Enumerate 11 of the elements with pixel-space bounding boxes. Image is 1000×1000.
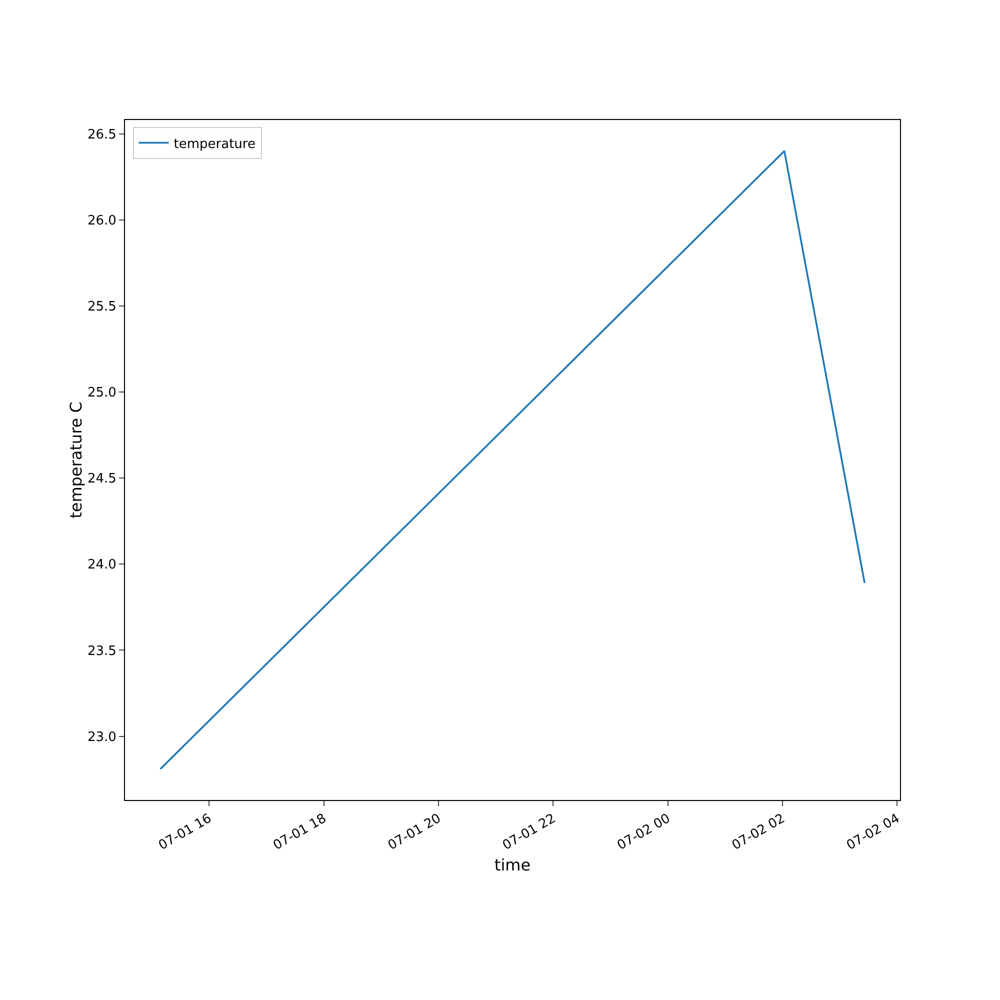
x-axis-title: time <box>494 855 531 874</box>
y-tick-label: 26.5 <box>87 127 116 142</box>
y-tick-label: 26.0 <box>87 213 116 228</box>
legend-label: temperature <box>174 136 256 152</box>
y-tick-label: 25.5 <box>87 299 116 314</box>
y-tick-label: 23.5 <box>87 644 116 659</box>
y-tick-label: 24.0 <box>87 558 116 573</box>
y-axis-title: temperature C <box>66 402 86 518</box>
y-tick-label: 25.0 <box>87 386 116 401</box>
y-tick-label: 24.5 <box>87 472 116 487</box>
y-tick-label: 23.0 <box>87 730 116 745</box>
